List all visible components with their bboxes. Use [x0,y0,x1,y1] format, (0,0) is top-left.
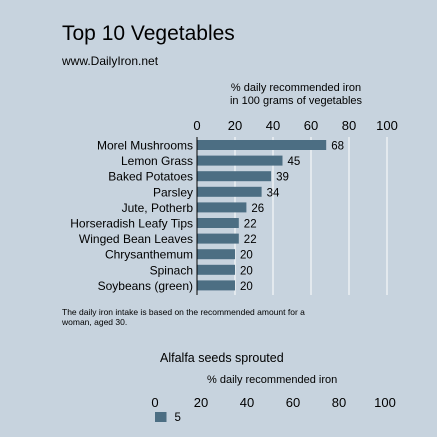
category-label: Spinach [150,263,193,277]
category-label: Soybeans (green) [98,279,193,293]
data-label: 34 [267,187,280,199]
sub-x-tick-label: 60 [286,395,300,410]
x-tick-label: 60 [304,118,318,133]
x-axis-title-line-1: % daily recommended iron [230,82,362,94]
bar [197,280,235,291]
data-label: 45 [288,156,301,168]
data-label: 26 [251,203,264,215]
bar [197,171,272,182]
data-label: 39 [276,172,289,184]
category-label: Jute, Potherb [122,201,194,215]
x-tick-label: 20 [228,118,242,133]
source-text: www.DailyIron.net [62,54,159,68]
x-tick-label: 40 [266,118,280,133]
bar [197,218,239,228]
category-label: Lemon Grass [121,154,193,168]
bar [197,140,327,150]
data-label: 20 [240,265,253,277]
footnote: The daily iron intake is based on the re… [62,307,305,327]
bar [197,202,247,213]
data-label: 22 [244,234,257,246]
x-tick-label: 80 [342,118,356,133]
x-tick-label: 0 [193,118,200,133]
data-label: 20 [240,281,253,293]
sub-bar [155,412,167,422]
x-tick-label: 100 [376,118,398,133]
data-label: 68 [331,141,344,153]
sub-data-label: 5 [175,412,181,424]
category-label: Parsley [153,185,193,199]
data-label: 20 [240,250,253,262]
category-label: Horseradish Leafy Tips [70,217,193,231]
category-label: Winged Bean Leaves [79,232,193,246]
sub-x-tick-label: 20 [194,395,208,410]
bar [197,155,283,166]
sub-x-tick-label: 80 [332,395,346,410]
sub-x-axis-title: % daily recommended iron [207,374,338,386]
x-axis-title-line-2: in 100 grams of vegetables [229,95,363,107]
sub-chart-title: Alfalfa seeds sprouted [160,351,284,365]
sub-x-tick-label: 0 [151,395,158,410]
category-label: Baked Potatoes [108,170,193,184]
bar [197,186,262,197]
bar [197,249,235,260]
bar [197,264,235,275]
category-label: Chrysanthemum [105,248,193,262]
chart-title: Top 10 Vegetables [62,22,235,45]
sub-x-tick-label: 40 [240,395,254,410]
bar [197,233,239,244]
sub-x-tick-label: 100 [374,395,396,410]
data-label: 22 [244,219,257,231]
category-label: Morel Mushrooms [97,139,193,153]
